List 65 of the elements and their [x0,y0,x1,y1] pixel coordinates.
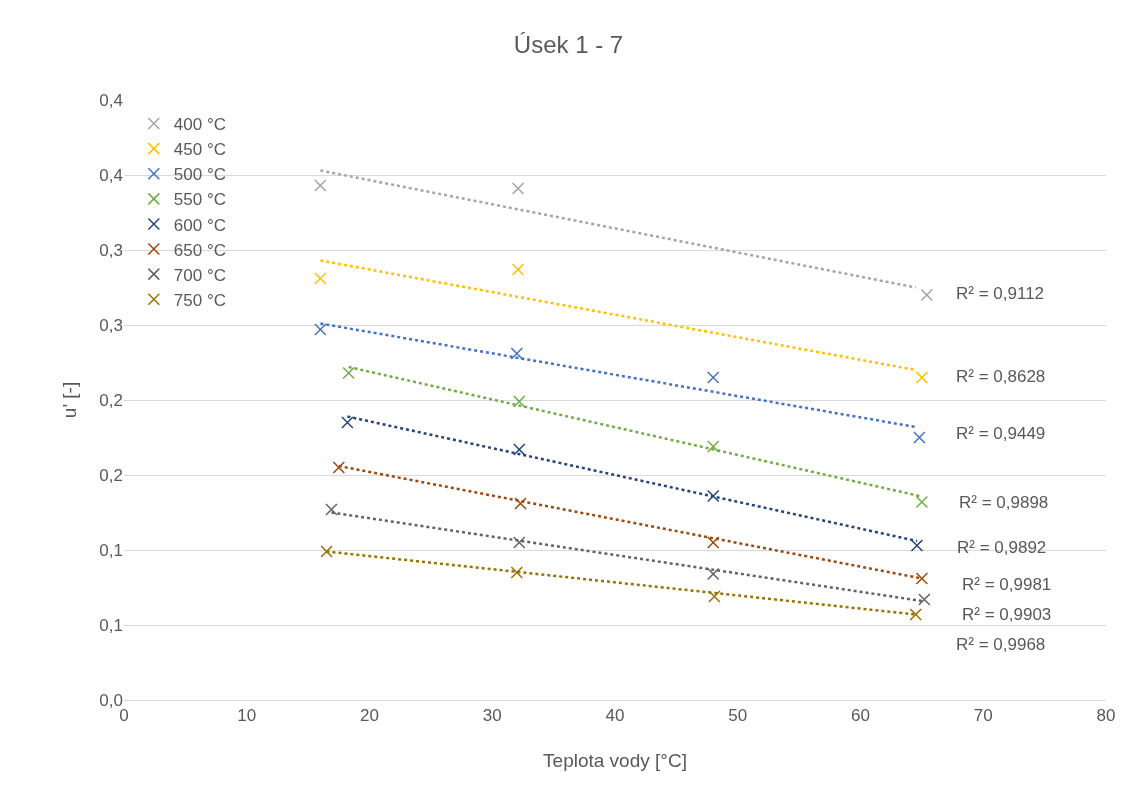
annotation: R² = 0,9898 [959,493,1049,512]
point [913,431,926,444]
x-tick-label: 20 [360,706,379,726]
annotation: R² = 0,9449 [956,424,1046,443]
legend-label: 450 °C [173,140,226,160]
point [325,503,338,516]
point [314,323,327,336]
y-tick-label: 0,4 [99,90,123,110]
x-tick-label: 50 [728,706,748,726]
point [920,288,934,302]
x-tick-label: 10 [237,706,257,726]
point [314,179,327,192]
point [513,395,526,408]
point [511,263,525,276]
point [342,366,355,380]
y-tick-label: 0,3 [99,315,123,335]
point [915,371,929,384]
point [706,567,720,581]
point [909,608,922,621]
point [511,182,525,195]
x-tick-label: 30 [482,706,502,726]
point [915,495,929,509]
point [706,371,720,384]
y-tick-label: 0,2 [99,390,123,410]
annotation: R² = 0,9903 [962,605,1052,624]
point [910,539,924,552]
legend-label: 500 °C [173,165,226,185]
y-axis-title: u' [-] [59,381,80,419]
x-tick-label: 70 [973,706,993,726]
annotation: R² = 0,9981 [962,575,1052,594]
x-tick-label: 40 [605,706,625,726]
legend-label: 550 °C [173,190,226,210]
point [513,443,526,456]
point [314,272,327,285]
legend-label: 650 °C [173,240,226,260]
x-tick-label: 80 [1096,706,1116,726]
point [320,545,333,558]
y-tick-label: 0,2 [99,465,123,485]
chart-title: Úsek 1 - 7 [513,30,624,58]
point [332,461,346,474]
annotation: R² = 0,8628 [956,367,1046,386]
point [341,416,354,429]
annotation: R² = 0,9112 [956,284,1045,303]
annotation: R² = 0,9968 [956,635,1046,654]
point [510,566,524,579]
point [706,536,720,549]
legend-label: 750 °C [173,290,226,310]
y-tick-label: 0,1 [99,615,123,635]
point [706,489,720,503]
point [708,590,721,603]
x-tick-label: 60 [851,706,870,726]
point [706,440,720,453]
point [513,536,526,549]
y-tick-label: 0,3 [99,240,123,260]
y-tick-label: 0,1 [99,540,123,560]
x-axis-title: Teplota vody [°C] [543,750,687,771]
point [510,347,524,360]
legend-label: 400 °C [173,115,226,135]
point [918,593,931,606]
legend-label: 600 °C [173,215,226,235]
legend-label: 700 °C [173,265,226,285]
point [514,497,527,510]
y-tick-label: 0,4 [99,165,123,185]
annotation: R² = 0,9892 [957,538,1047,557]
point [915,572,929,585]
